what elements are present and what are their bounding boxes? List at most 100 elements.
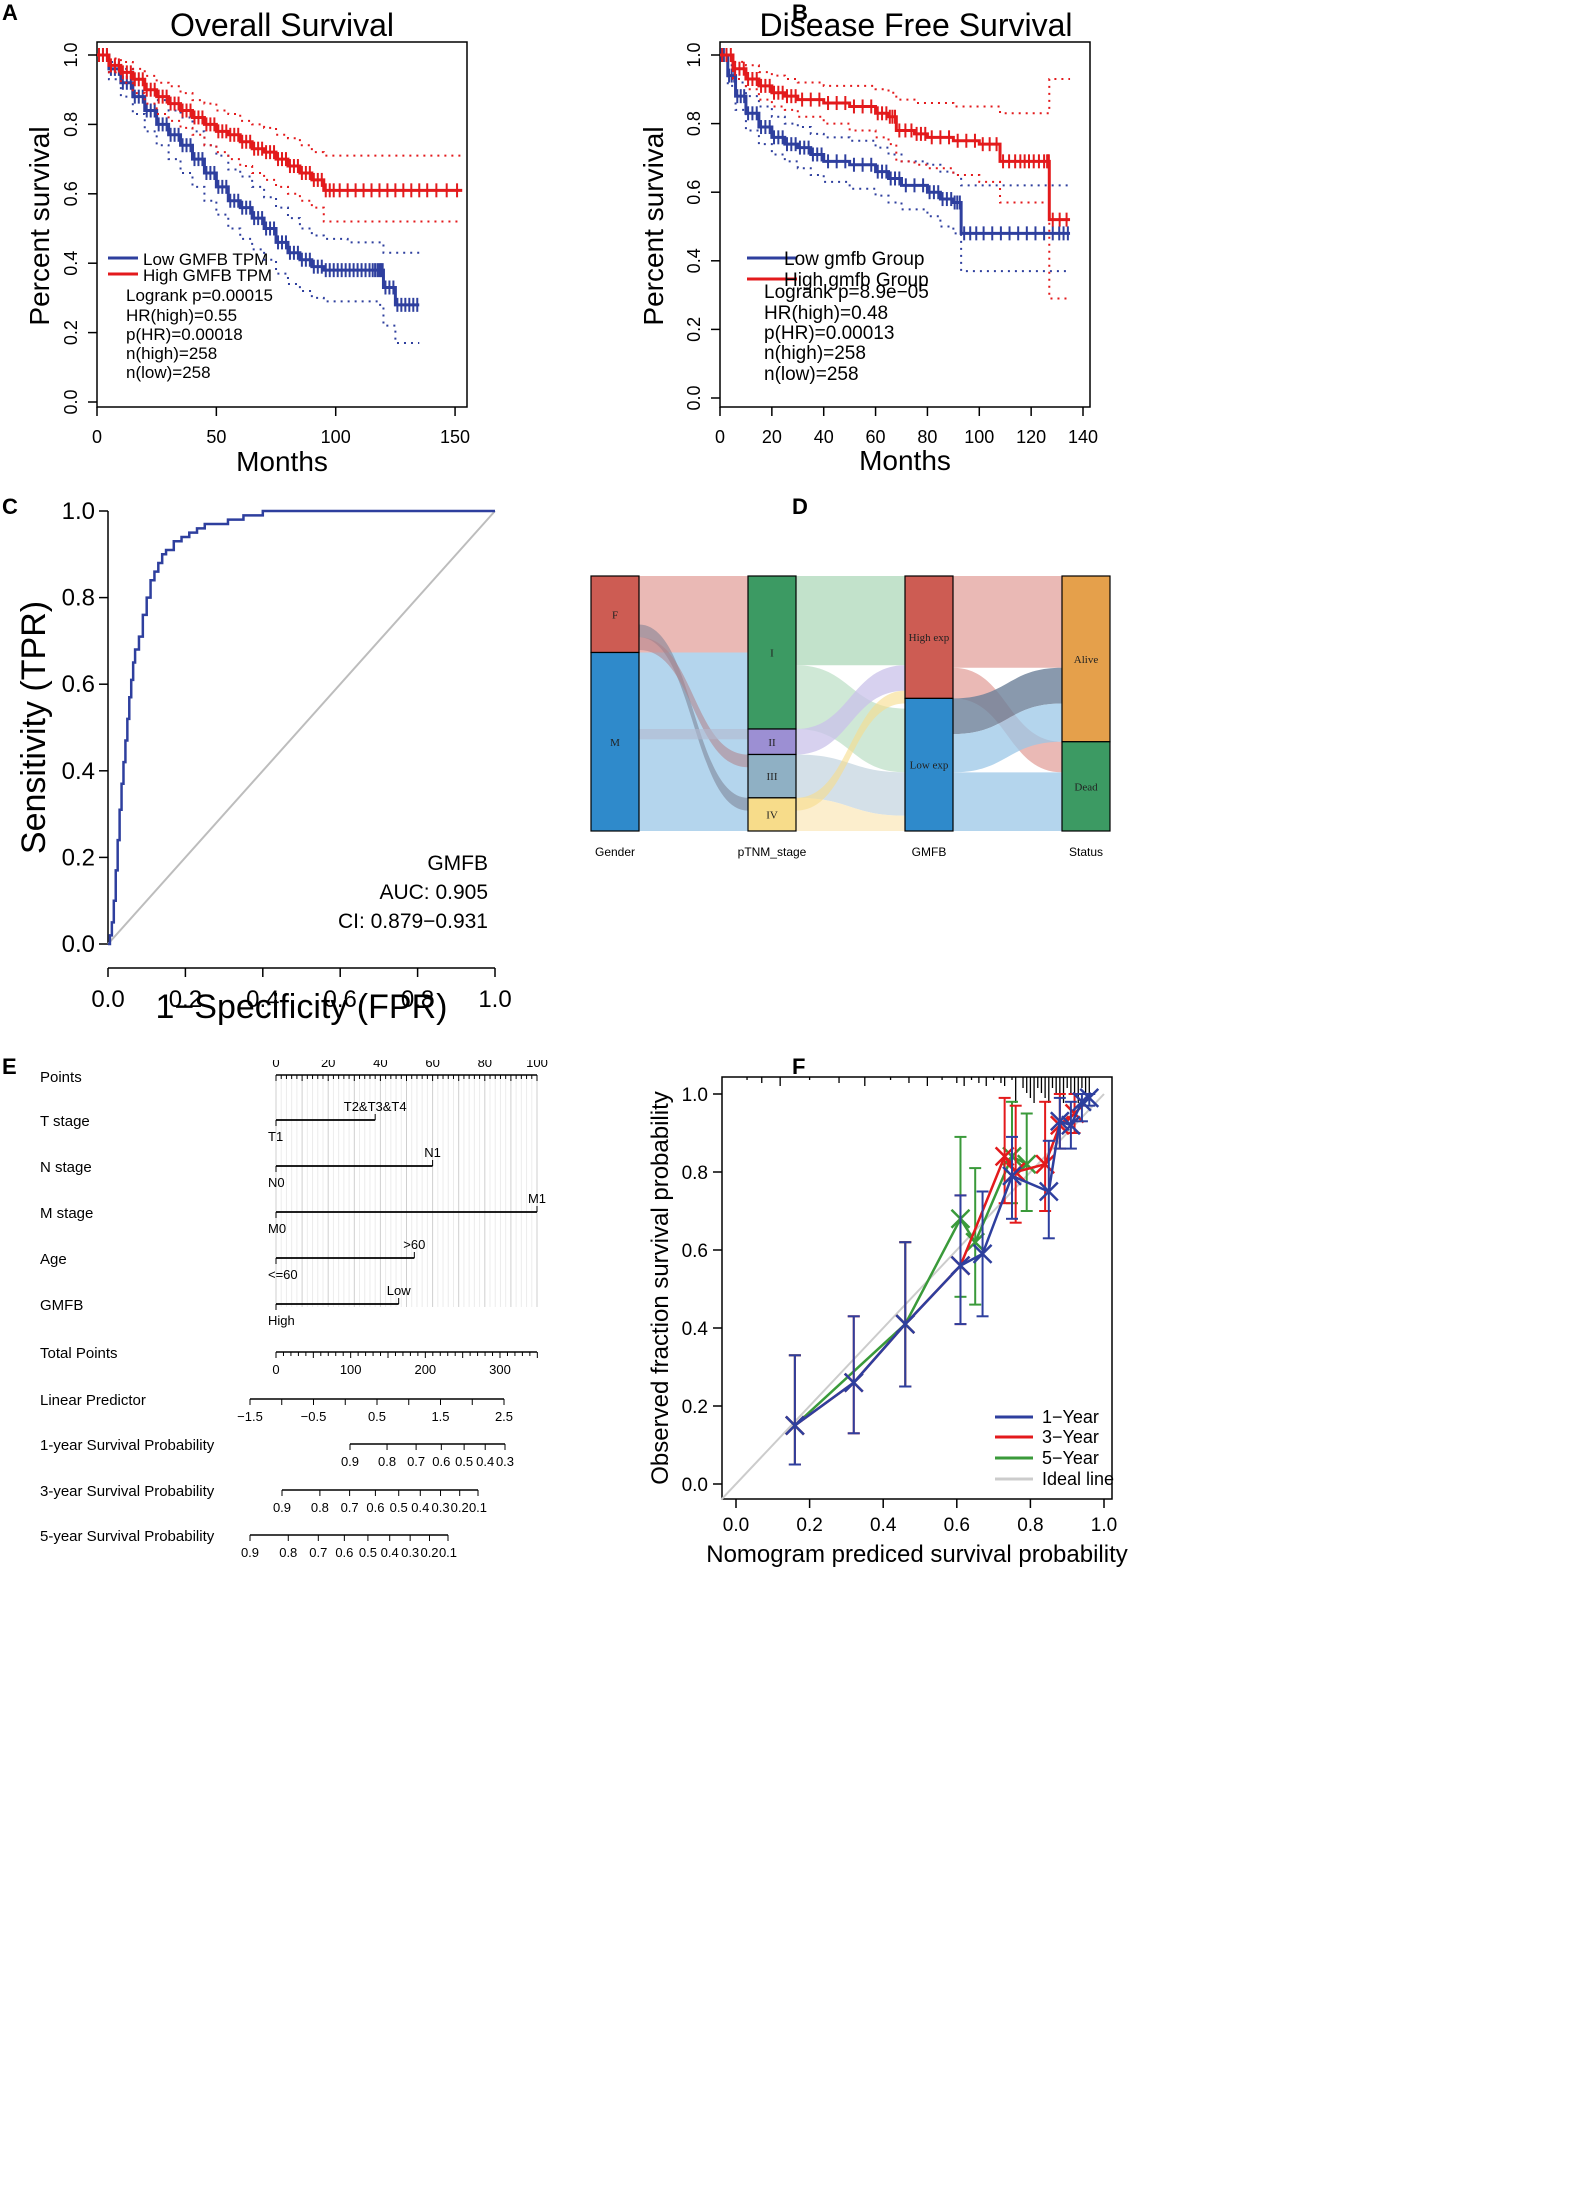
row-label: 1-year Survival Probability <box>40 1437 215 1454</box>
prob-tick-label: 0.7 <box>341 1500 359 1515</box>
prob-tick-label: 0.3 <box>496 1454 514 1469</box>
y-tick-label: 0.6 <box>682 1241 708 1262</box>
legend-low: Low GMFB TPM <box>143 250 268 269</box>
points-tick-label: 40 <box>373 1060 387 1070</box>
y-tick-label: 0.4 <box>62 758 95 785</box>
calibration-chart: Observed fraction survival probability N… <box>647 1076 1128 1568</box>
row-label: M stage <box>40 1205 93 1222</box>
point-marker <box>784 1415 805 1436</box>
node-label: Alive <box>1074 654 1099 666</box>
node-high-exp <box>904 575 954 700</box>
x-tick-label: 40 <box>814 427 834 447</box>
annotation-n-low: n(low)=258 <box>764 364 859 385</box>
y-tick-label: 0.2 <box>61 320 81 345</box>
lp-tick-label: 1.5 <box>431 1409 449 1424</box>
roc-model-name: GMFB <box>427 852 488 875</box>
node-label: I <box>770 648 774 660</box>
y-tick-label: 0.8 <box>61 112 81 137</box>
y-axis-label: Percent survival <box>640 126 669 325</box>
disease-free-survival-chart: Disease Free Survival Percent survival L… <box>640 7 1098 476</box>
x-tick-label: 0.4 <box>246 986 279 1013</box>
roc-curve <box>108 509 495 946</box>
prob-tick-label: 0.9 <box>273 1500 291 1515</box>
x-axis-label: 1−Specificity (FPR) <box>156 988 448 1026</box>
point-marker <box>994 1146 1015 1167</box>
node-low-exp <box>904 697 954 832</box>
flow-ii <box>796 665 905 755</box>
legend-low: Low gmfb Group <box>784 249 924 270</box>
lp-tick-label: 2.5 <box>495 1409 513 1424</box>
prob-tick-label: 0.3 <box>431 1500 449 1515</box>
legend-high: High gmfb Group <box>784 270 929 291</box>
prob-tick-label: 0.4 <box>411 1500 429 1515</box>
prob-tick-label: 0.4 <box>381 1545 399 1560</box>
survival-line-1 <box>720 53 1071 222</box>
axis-label: GMFB <box>912 845 947 859</box>
x-tick-label: 0.6 <box>944 1515 970 1536</box>
flow-iv <box>796 797 905 831</box>
y-axis-label: Observed fraction survival probability <box>647 1091 674 1485</box>
x-tick-label: 50 <box>206 427 226 447</box>
annotation-logrank: Logrank p=0.00015 <box>126 286 273 305</box>
x-tick-label: 1.0 <box>478 986 511 1013</box>
row-label: 5-year Survival Probability <box>40 1528 215 1545</box>
y-axis-label: Percent survival <box>24 126 55 325</box>
x-tick-label: 0.2 <box>169 986 202 1013</box>
row-label: 3-year Survival Probability <box>40 1483 215 1500</box>
y-tick-label: 1.0 <box>684 42 704 67</box>
ci-lower-0 <box>720 54 1071 273</box>
point-marker <box>965 1232 986 1253</box>
x-tick-label: 120 <box>1016 427 1046 447</box>
node-label: Dead <box>1074 781 1098 793</box>
flow-low-alive-b <box>953 703 1062 773</box>
flow-f <box>639 576 748 653</box>
total-tick-label: 300 <box>489 1362 511 1377</box>
chart-title: Overall Survival <box>170 7 394 43</box>
prob-tick-label: 0.5 <box>359 1545 377 1560</box>
x-axis-label: Nomogram prediced survival probability <box>706 1541 1128 1568</box>
panel-label-b: B <box>792 0 808 25</box>
x-axis-label: Months <box>859 445 951 476</box>
roc-auc: AUC: 0.905 <box>379 881 488 904</box>
y-tick-label: 0.8 <box>684 111 704 136</box>
row-label: Total Points <box>40 1345 118 1362</box>
points-tick-label: 60 <box>425 1060 439 1070</box>
flow-low-alive-a <box>953 667 1062 735</box>
y-tick-label: 0.6 <box>62 671 95 698</box>
annotation-p-hr: p(HR)=0.00013 <box>764 323 894 344</box>
x-tick-label: 100 <box>964 427 994 447</box>
flow-f-iii <box>639 637 748 768</box>
point-marker <box>972 1244 993 1264</box>
flow-iv-high <box>796 690 905 811</box>
y-tick-label: 0.2 <box>682 1397 708 1418</box>
level-label: T1 <box>268 1129 283 1144</box>
node-iii <box>747 753 797 799</box>
y-tick-label: 0.0 <box>682 1475 708 1496</box>
y-axis-label: Sensitivity (TPR) <box>15 601 53 854</box>
y-tick-label: 1.0 <box>61 42 81 67</box>
node-ii <box>747 728 797 756</box>
lp-tick-label: −1.5 <box>237 1409 263 1424</box>
total-tick-label: 0 <box>272 1362 279 1377</box>
ci-lower-1 <box>97 54 463 223</box>
points-tick-label: 0 <box>272 1060 279 1070</box>
level-label: M0 <box>268 1221 286 1236</box>
ideal-line <box>720 1093 1105 1501</box>
flow-i-high <box>796 576 905 666</box>
prob-tick-label: 0.8 <box>279 1545 297 1560</box>
flow-high-alive <box>953 576 1062 668</box>
prob-tick-label: 0.7 <box>309 1545 327 1560</box>
reference-line <box>107 510 496 945</box>
panel-label-c: C <box>2 494 18 519</box>
total-tick-label: 200 <box>414 1362 436 1377</box>
roc-curve-chart: Sensitivity (TPR) 1−Specificity (FPR) GM… <box>15 498 512 1026</box>
points-tick-label: 100 <box>526 1060 548 1070</box>
level-label: T2&T3&T4 <box>344 1099 407 1114</box>
y-tick-label: 0.0 <box>62 931 95 958</box>
x-tick-label: 60 <box>866 427 886 447</box>
points-tick-label: 20 <box>321 1060 335 1070</box>
point-marker <box>895 1314 916 1334</box>
annotation-hr: HR(high)=0.55 <box>126 306 237 325</box>
survival-line-1 <box>97 53 463 192</box>
point-marker <box>1079 1088 1100 1108</box>
